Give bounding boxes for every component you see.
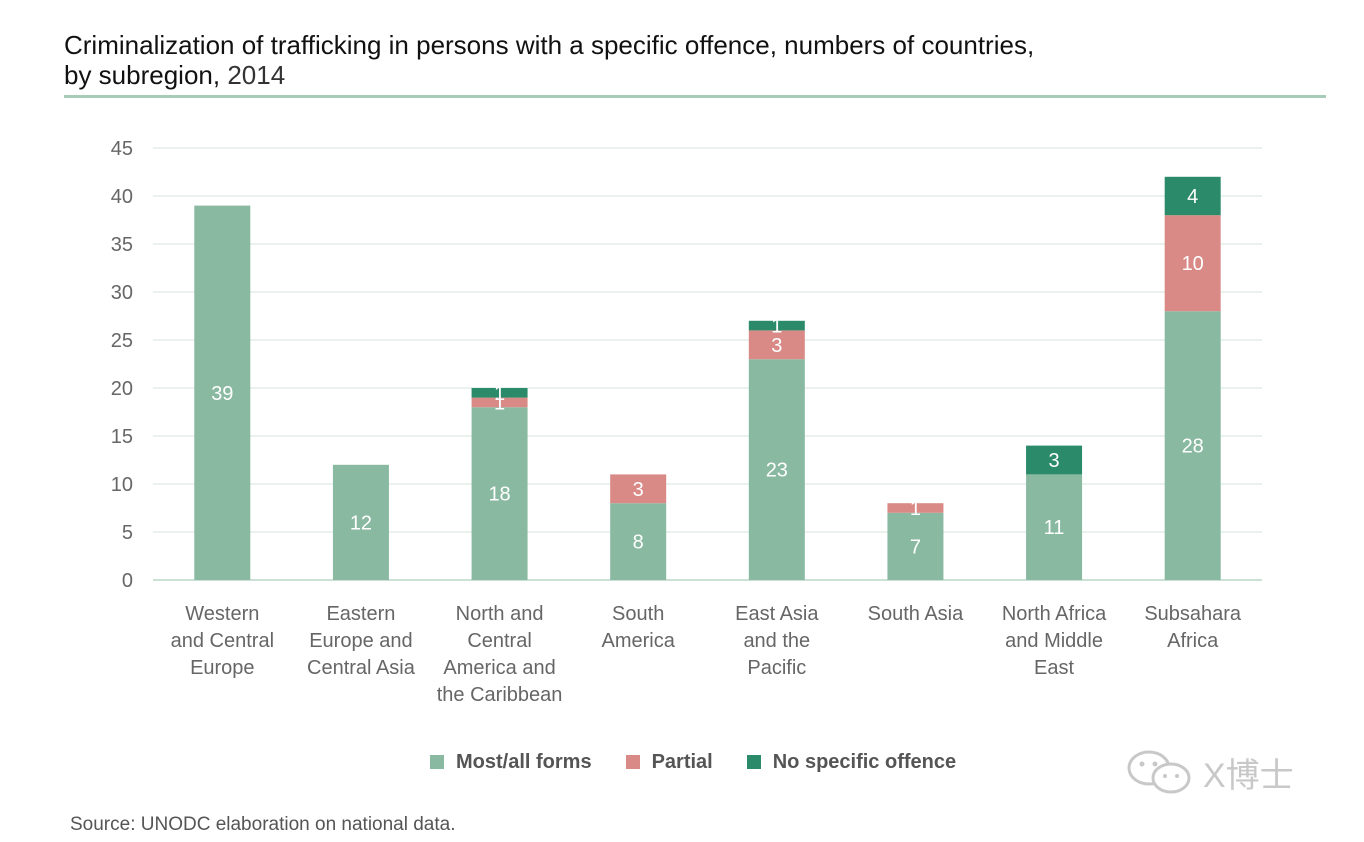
y-tick-label-35: 35 bbox=[111, 234, 133, 256]
bar-segment-2-2 bbox=[471, 388, 528, 398]
data-label-2-1: 1 bbox=[494, 392, 505, 414]
x-category-label-3-1: America bbox=[602, 630, 676, 652]
bar-segment-5-0 bbox=[887, 512, 944, 580]
bar-segment-1-0 bbox=[332, 464, 389, 580]
bar-segment-4-2 bbox=[748, 320, 805, 331]
y-tick-label-10: 10 bbox=[111, 474, 133, 496]
y-tick-label-15: 15 bbox=[111, 426, 133, 448]
chart-title-line1: Criminalization of trafficking in person… bbox=[64, 30, 1035, 60]
x-category-label-1-1: Europe and bbox=[309, 630, 412, 652]
bar-segment-7-1 bbox=[1164, 215, 1221, 312]
bar-segment-3-0 bbox=[610, 503, 667, 580]
bar-segment-2-0 bbox=[471, 407, 528, 580]
watermark-text: X博士 bbox=[1203, 756, 1294, 795]
chart-title-line2: by subregion, 2014 bbox=[64, 60, 1304, 90]
data-label-4-0: 23 bbox=[766, 460, 788, 482]
bar-segment-7-2 bbox=[1164, 176, 1221, 216]
bar-segment-6-2 bbox=[1026, 445, 1083, 475]
x-category-label-5-0: South Asia bbox=[868, 603, 965, 625]
x-category-label-6-0: North Africa bbox=[1002, 603, 1107, 625]
data-label-2-2: 1 bbox=[494, 383, 505, 405]
x-category-label-2-2: America and bbox=[443, 657, 555, 679]
legend-label-partial: Partial bbox=[651, 750, 713, 773]
chart-title-year: 2014 bbox=[227, 60, 286, 90]
data-label-6-0: 11 bbox=[1044, 517, 1065, 539]
x-category-label-6-2: East bbox=[1034, 657, 1074, 679]
x-category-label-7-0: Subsahara bbox=[1144, 603, 1242, 625]
x-category-label-4-2: Pacific bbox=[747, 657, 806, 679]
x-category-label-6-1: and Middle bbox=[1005, 630, 1103, 652]
bar-segment-6-0 bbox=[1026, 474, 1083, 580]
legend-item-no-specific-offence: No specific offence bbox=[746, 750, 957, 774]
chart-title-subregion: by subregion, bbox=[64, 60, 221, 90]
data-label-0-0: 39 bbox=[211, 383, 233, 405]
y-tick-label-25: 25 bbox=[111, 330, 133, 352]
x-category-label-4-0: East Asia bbox=[735, 603, 819, 625]
x-category-label-7-1: Africa bbox=[1167, 630, 1219, 652]
data-label-4-2: 1 bbox=[771, 316, 782, 338]
data-label-3-1: 3 bbox=[633, 479, 644, 501]
bar-segment-0-0 bbox=[194, 205, 251, 580]
data-label-2-0: 18 bbox=[488, 484, 510, 506]
legend-label-no-specific-offence: No specific offence bbox=[772, 750, 957, 773]
x-category-label-2-3: the Caribbean bbox=[437, 684, 563, 706]
y-tick-label-40: 40 bbox=[111, 186, 133, 208]
legend-swatch-no-specific-offence bbox=[746, 755, 761, 769]
title-divider bbox=[64, 95, 1326, 98]
x-category-label-1-2: Central Asia bbox=[307, 657, 416, 679]
x-category-label-0-2: Europe bbox=[190, 657, 255, 679]
chart-title: Criminalization of trafficking in person… bbox=[64, 30, 1304, 90]
legend-item-most-all-forms: Most/all forms bbox=[430, 751, 592, 774]
x-category-label-2-0: North and bbox=[456, 603, 544, 625]
x-category-label-3-0: South bbox=[612, 603, 664, 625]
data-label-7-1: 10 bbox=[1182, 253, 1204, 275]
x-category-label-1-0: Eastern bbox=[326, 603, 395, 625]
chat-bubbles-icon bbox=[1127, 750, 1191, 794]
legend-item-partial: Partial bbox=[625, 750, 713, 774]
y-tick-label-45: 45 bbox=[111, 138, 133, 160]
x-category-label-4-1: and the bbox=[743, 630, 810, 652]
x-category-label-0-1: and Central bbox=[171, 630, 274, 652]
legend-swatch-most-all-forms bbox=[430, 755, 444, 769]
data-label-7-0: 28 bbox=[1182, 436, 1204, 458]
bar-segment-5-1 bbox=[887, 503, 944, 513]
y-tick-label-0: 0 bbox=[122, 570, 133, 592]
bar-segment-4-0 bbox=[748, 359, 805, 580]
x-category-label-2-1: Central bbox=[467, 630, 531, 652]
legend-swatch-partial bbox=[625, 755, 640, 769]
bar-segment-7-0 bbox=[1164, 311, 1221, 580]
data-label-6-2: 3 bbox=[1049, 450, 1060, 472]
source-note: Source: UNODC elaboration on national da… bbox=[70, 814, 456, 835]
legend-label-most-all-forms: Most/all forms bbox=[456, 750, 592, 773]
y-tick-label-30: 30 bbox=[111, 282, 133, 304]
chart-legend: Most/all forms Partial No specific offen… bbox=[430, 749, 990, 775]
data-label-1-0: 12 bbox=[350, 512, 372, 534]
data-label-5-0: 7 bbox=[910, 536, 921, 558]
y-tick-label-20: 20 bbox=[111, 378, 133, 400]
data-label-4-1: 3 bbox=[771, 335, 782, 357]
x-category-label-0-0: Western bbox=[185, 603, 259, 625]
data-label-3-0: 8 bbox=[633, 532, 644, 554]
bar-segment-2-1 bbox=[471, 397, 528, 408]
bar-segment-3-1 bbox=[610, 474, 667, 504]
data-label-7-2: 4 bbox=[1187, 186, 1198, 208]
bar-segment-4-1 bbox=[748, 330, 805, 360]
y-tick-label-5: 5 bbox=[122, 522, 133, 544]
data-label-5-1: 1 bbox=[910, 498, 921, 520]
watermark: X博士 bbox=[1125, 748, 1294, 796]
